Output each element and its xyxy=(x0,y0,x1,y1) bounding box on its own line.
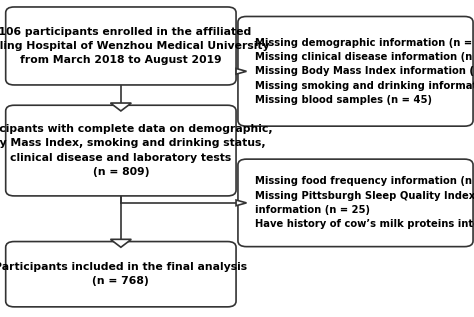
Text: Missing food frequency information (n = 16 )
Missing Pittsburgh Sleep Quality In: Missing food frequency information (n = … xyxy=(255,176,474,230)
Text: Missing demographic information (n = 0)
Missing clinical disease information (n : Missing demographic information (n = 0) … xyxy=(255,37,474,105)
Polygon shape xyxy=(236,200,246,206)
Polygon shape xyxy=(110,239,131,247)
FancyBboxPatch shape xyxy=(238,159,473,247)
FancyBboxPatch shape xyxy=(6,7,236,85)
FancyBboxPatch shape xyxy=(6,105,236,196)
FancyBboxPatch shape xyxy=(238,16,473,126)
FancyBboxPatch shape xyxy=(6,242,236,307)
Text: Participants with complete data on demographic,
Body Mass Index, smoking and dri: Participants with complete data on demog… xyxy=(0,124,272,177)
Polygon shape xyxy=(236,68,246,74)
Text: Participants included in the final analysis
(n = 768): Participants included in the final analy… xyxy=(0,262,247,286)
Text: 1106 participants enrolled in the affiliated
Wenling Hospital of Wenzhou Medical: 1106 participants enrolled in the affili… xyxy=(0,27,269,65)
Polygon shape xyxy=(110,103,131,111)
